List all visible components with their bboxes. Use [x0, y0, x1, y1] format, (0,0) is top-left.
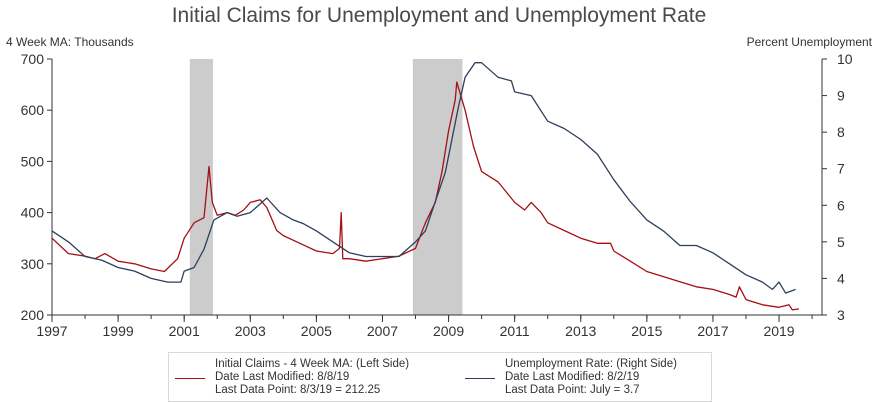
x-tick-label-2009: 2009	[433, 323, 464, 339]
right-tick-label-10: 10	[837, 51, 853, 67]
recession-band-0	[189, 59, 213, 315]
legend-unemployment-line-1: Unemployment Rate: (Right Side)	[505, 358, 677, 370]
x-tick-label-1999: 1999	[103, 323, 134, 339]
legend-unemployment-line-2: Date Last Modified: 8/2/19	[505, 371, 640, 383]
x-tick-label-1997: 1997	[36, 323, 67, 339]
series-lines	[51, 62, 799, 311]
legend-claims-line-2: Date Last Modified: 8/8/19	[215, 371, 350, 383]
left-tick-label-500: 500	[21, 153, 45, 169]
right-tick-label-8: 8	[837, 124, 845, 140]
right-tick-label-7: 7	[837, 161, 845, 177]
x-tick-label-2013: 2013	[565, 323, 596, 339]
legend-swatch-claims	[175, 378, 205, 379]
legend: Initial Claims - 4 Week MA: (Left Side) …	[168, 352, 712, 402]
left-tick-label-700: 700	[21, 51, 45, 67]
chart-title: Initial Claims for Unemployment and Unem…	[171, 4, 707, 27]
recession-bands	[189, 59, 463, 315]
left-tick-label-300: 300	[21, 256, 45, 272]
x-tick-label-2007: 2007	[367, 323, 398, 339]
left-axis-label: 4 Week MA: Thousands	[6, 35, 134, 49]
right-tick-label-9: 9	[837, 88, 845, 104]
legend-claims-line-3: Last Data Point: 8/3/19 = 212.25	[215, 384, 381, 396]
legend-unemployment-line-3: Last Data Point: July = 3.7	[505, 384, 640, 396]
axes: 200 300 400 500 600 700 3 4 5 6 7 8 9 10 1997 1999 2001 2…	[21, 51, 853, 339]
unemployment-rate-line	[51, 62, 796, 294]
right-tick-label-3: 3	[837, 307, 845, 323]
x-tick-label-2019: 2019	[763, 323, 794, 339]
right-tick-label-6: 6	[837, 197, 845, 213]
left-tick-label-400: 400	[21, 205, 45, 221]
right-tick-label-4: 4	[837, 270, 845, 286]
left-tick-label-200: 200	[21, 307, 45, 323]
x-tick-label-2001: 2001	[169, 323, 200, 339]
x-tick-label-2015: 2015	[631, 323, 662, 339]
x-tick-label-2003: 2003	[235, 323, 266, 339]
x-tick-label-2011: 2011	[500, 323, 530, 339]
left-tick-label-600: 600	[21, 102, 45, 118]
legend-swatch-unemployment	[465, 378, 495, 379]
x-tick-label-2005: 2005	[301, 323, 332, 339]
right-axis-label: Percent Unemployment	[746, 35, 872, 49]
legend-claims-line-1: Initial Claims - 4 Week MA: (Left Side)	[215, 358, 410, 370]
right-tick-label-5: 5	[837, 234, 845, 250]
x-tick-label-2017: 2017	[697, 323, 728, 339]
